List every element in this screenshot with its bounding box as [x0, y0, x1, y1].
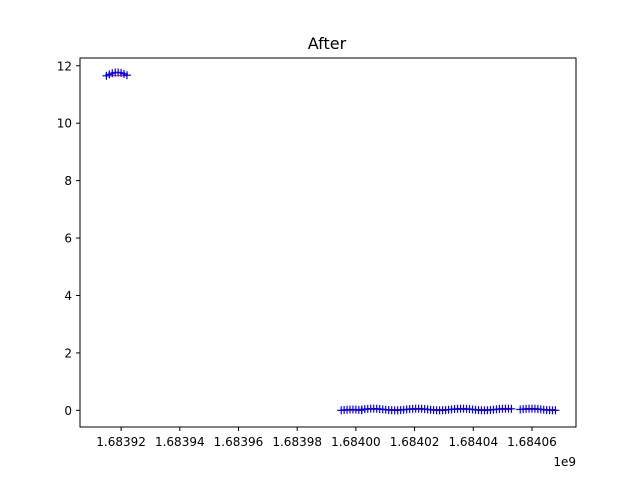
axis-ticks: 1.68392 1.68394 1.68396 1.68398 1.68400 1.684… [57, 59, 557, 449]
x-axis-offset-label: 1e9 [553, 455, 576, 469]
x-tick-label: 1.68394 [155, 435, 205, 449]
data-point-marker [507, 404, 516, 413]
x-tick-label: 1.68404 [448, 435, 498, 449]
x-tick-label: 1.68396 [214, 435, 264, 449]
y-tick-label: 10 [57, 117, 72, 131]
chart-title: After [308, 34, 347, 53]
x-tick-label: 1.68398 [272, 435, 322, 449]
y-tick-label: 0 [64, 404, 72, 418]
x-tick-label: 1.68406 [507, 435, 557, 449]
x-tick-label: 1.68402 [390, 435, 440, 449]
x-tick-label: 1.68392 [96, 435, 146, 449]
data-point-marker [122, 71, 131, 80]
plot-frame [79, 57, 577, 428]
y-tick-label: 8 [64, 174, 72, 188]
data-point-marker [551, 406, 560, 415]
y-tick-label: 4 [64, 289, 72, 303]
x-tick-label: 1.68400 [331, 435, 381, 449]
y-tick-label: 2 [64, 346, 72, 360]
data-points [102, 68, 560, 415]
y-tick-label: 6 [64, 232, 72, 246]
y-tick-label: 12 [57, 59, 72, 73]
